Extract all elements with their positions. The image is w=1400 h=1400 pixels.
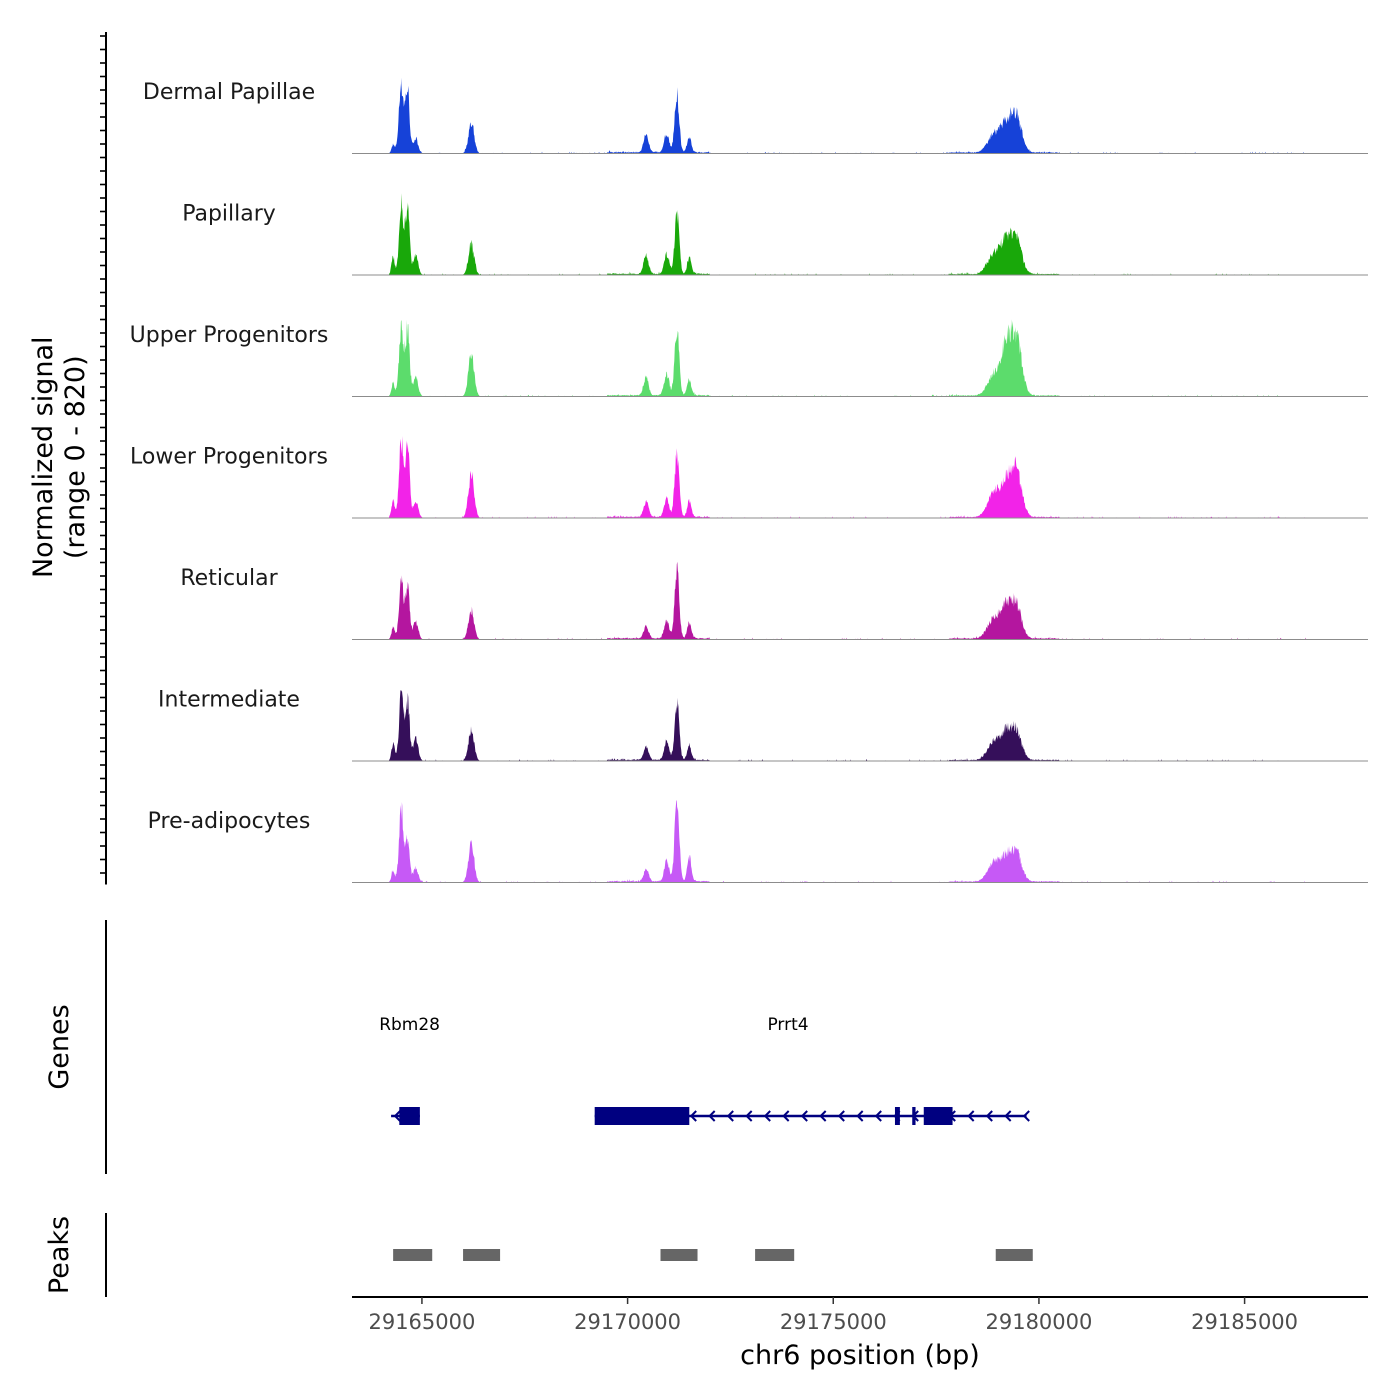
track-dermal-papillae: Dermal Papillae bbox=[143, 77, 1368, 154]
signal-area-papillary bbox=[389, 193, 1307, 275]
strand-arrow bbox=[985, 1110, 993, 1122]
track-label-pre-adipocytes: Pre-adipocytes bbox=[148, 809, 311, 834]
track-pre-adipocytes: Pre-adipocytes bbox=[148, 800, 1368, 883]
peak-region bbox=[755, 1249, 795, 1261]
track-reticular: Reticular bbox=[180, 561, 1368, 640]
peak-region bbox=[393, 1249, 433, 1261]
x-axis-title: chr6 position (bp) bbox=[740, 1340, 980, 1371]
strand-arrow bbox=[1004, 1110, 1012, 1122]
y-axis-title-line2: (range 0 - 820) bbox=[60, 355, 91, 559]
gene-rbm28: Rbm28 bbox=[379, 1015, 440, 1125]
gene-exon bbox=[923, 1107, 953, 1125]
x-tick-label: 29180000 bbox=[985, 1310, 1092, 1334]
strand-arrow bbox=[1022, 1110, 1030, 1122]
genes-panel: Genes Rbm28 Prrt4 bbox=[44, 920, 1030, 1174]
strand-arrow bbox=[763, 1110, 771, 1122]
strand-arrow bbox=[708, 1110, 716, 1122]
track-label-lower-progenitors: Lower Progenitors bbox=[130, 445, 328, 470]
gene-label-prrt4: Prrt4 bbox=[767, 1015, 808, 1035]
strand-arrow bbox=[800, 1110, 808, 1122]
strand-arrow bbox=[726, 1110, 734, 1122]
gene-label-rbm28: Rbm28 bbox=[379, 1015, 440, 1035]
track-label-upper-progenitors: Upper Progenitors bbox=[130, 323, 329, 348]
signal-area-lower-progenitors bbox=[389, 436, 1307, 518]
signal-area-reticular bbox=[389, 561, 1307, 640]
peak-region bbox=[463, 1249, 501, 1261]
genes-panel-title: Genes bbox=[44, 1004, 75, 1089]
gene-exon bbox=[912, 1107, 916, 1125]
gene-exon bbox=[399, 1107, 420, 1125]
strand-arrow bbox=[782, 1110, 790, 1122]
peaks-panel: Peaks bbox=[44, 1213, 1033, 1297]
peak-region bbox=[660, 1249, 698, 1261]
strand-arrow bbox=[837, 1110, 845, 1122]
peaks-panel-title: Peaks bbox=[44, 1216, 75, 1294]
track-lower-progenitors: Lower Progenitors bbox=[130, 436, 1368, 519]
track-label-intermediate: Intermediate bbox=[158, 688, 300, 713]
strand-arrow bbox=[745, 1110, 753, 1122]
gene-exon bbox=[594, 1107, 690, 1125]
strand-arrow bbox=[874, 1110, 882, 1122]
signal-area-pre-adipocytes bbox=[389, 800, 1307, 883]
x-tick-label: 29170000 bbox=[574, 1310, 681, 1334]
signal-area-dermal-papillae bbox=[389, 77, 1307, 154]
x-tick-label: 29175000 bbox=[780, 1310, 887, 1334]
strand-arrow bbox=[689, 1110, 697, 1122]
signal-area-upper-progenitors bbox=[389, 319, 1307, 397]
track-intermediate: Intermediate bbox=[158, 688, 1368, 762]
track-papillary: Papillary bbox=[182, 193, 1368, 276]
signal-area-intermediate bbox=[389, 689, 1307, 761]
strand-arrow bbox=[393, 1110, 401, 1122]
signal-tracks: Dermal Papillae Papillary Upper Progenitor… bbox=[130, 77, 1368, 883]
strand-arrow bbox=[819, 1110, 827, 1122]
track-label-reticular: Reticular bbox=[180, 566, 278, 591]
x-tick-label: 29185000 bbox=[1191, 1310, 1298, 1334]
strand-arrow bbox=[856, 1110, 864, 1122]
x-tick-label: 29165000 bbox=[368, 1310, 475, 1334]
peak-region bbox=[995, 1249, 1033, 1261]
axes: Normalized signal (range 0 - 820) 29165000… bbox=[28, 32, 1368, 1371]
y-axis-title-line1: Normalized signal bbox=[28, 336, 59, 578]
track-label-papillary: Papillary bbox=[182, 202, 276, 227]
track-upper-progenitors: Upper Progenitors bbox=[130, 319, 1368, 397]
gene-prrt4: Prrt4 bbox=[594, 1015, 1030, 1125]
strand-arrow bbox=[967, 1110, 975, 1122]
gene-exon bbox=[894, 1107, 900, 1125]
track-label-dermal-papillae: Dermal Papillae bbox=[143, 80, 315, 105]
